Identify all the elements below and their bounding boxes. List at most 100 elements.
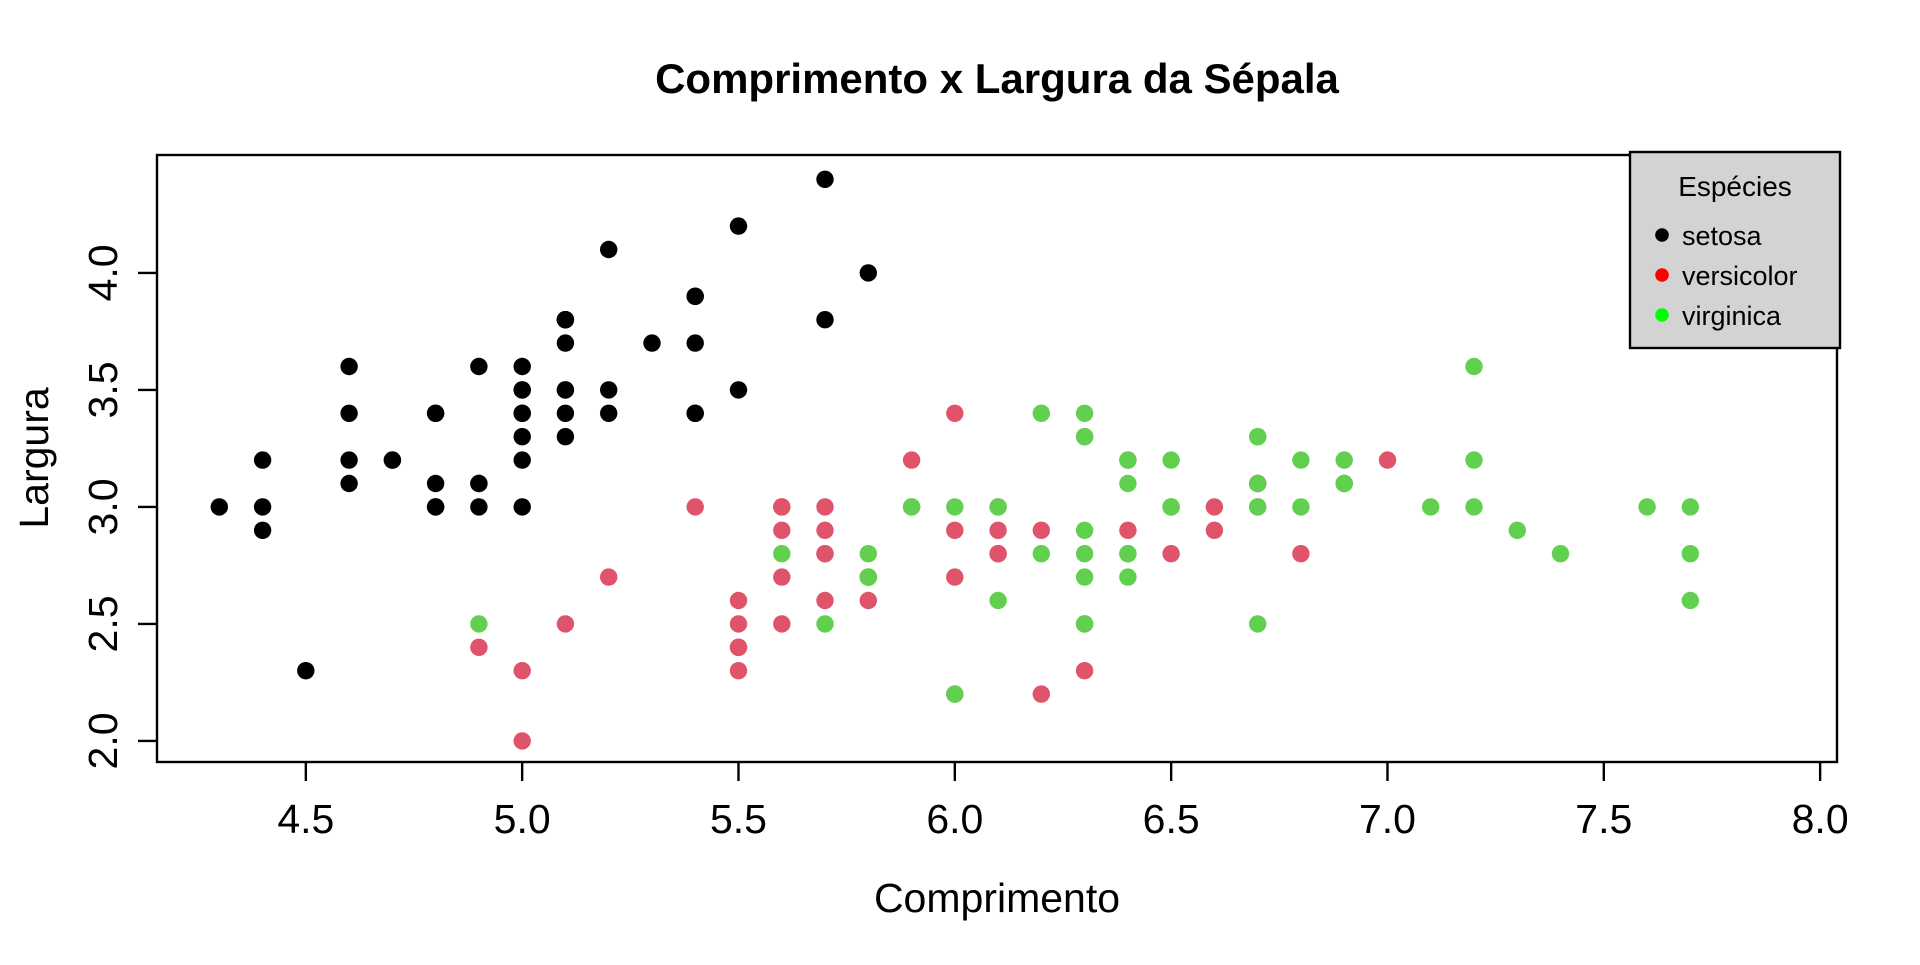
data-point-virginica bbox=[1465, 451, 1483, 469]
data-point-setosa bbox=[383, 451, 402, 469]
data-point-versicolor bbox=[946, 521, 964, 539]
data-point-virginica bbox=[1162, 451, 1180, 469]
data-point-setosa bbox=[643, 334, 661, 352]
plot-border bbox=[155, 153, 1839, 764]
y-tick-label: 3.5 bbox=[80, 361, 126, 418]
data-point-setosa bbox=[513, 451, 531, 469]
data-point-versicolor bbox=[946, 568, 964, 586]
data-point-virginica bbox=[1075, 545, 1094, 563]
data-point-setosa bbox=[729, 217, 748, 235]
data-point-virginica bbox=[1422, 498, 1440, 516]
data-point-setosa bbox=[513, 428, 531, 446]
data-point-versicolor bbox=[686, 498, 704, 516]
y-tick-label: 3.0 bbox=[80, 478, 126, 535]
y-tick-label: 2.5 bbox=[80, 595, 126, 652]
data-point-setosa bbox=[859, 264, 877, 282]
data-point-versicolor bbox=[989, 545, 1007, 563]
data-point-virginica bbox=[1249, 615, 1267, 633]
data-points-layer bbox=[210, 170, 1786, 750]
data-point-versicolor bbox=[1378, 451, 1397, 469]
y-axis-title: Largura bbox=[11, 387, 57, 529]
data-point-virginica bbox=[1075, 568, 1094, 586]
data-point-setosa bbox=[253, 451, 272, 469]
data-point-virginica bbox=[1249, 474, 1267, 493]
data-point-versicolor bbox=[816, 545, 834, 563]
data-point-setosa bbox=[470, 474, 488, 493]
data-point-versicolor bbox=[773, 615, 791, 633]
data-point-virginica bbox=[989, 498, 1007, 516]
legend-swatch-versicolor bbox=[1655, 268, 1669, 282]
data-point-versicolor bbox=[773, 498, 791, 516]
data-point-versicolor bbox=[773, 521, 791, 539]
data-point-versicolor bbox=[946, 404, 964, 422]
legend-swatch-setosa bbox=[1655, 228, 1669, 242]
data-point-versicolor bbox=[556, 615, 575, 633]
data-point-virginica bbox=[1292, 451, 1310, 469]
data-point-setosa bbox=[556, 311, 575, 329]
data-point-versicolor bbox=[1292, 545, 1310, 563]
data-point-versicolor bbox=[989, 521, 1007, 539]
data-point-virginica bbox=[1465, 357, 1483, 376]
data-point-virginica bbox=[946, 685, 964, 703]
data-point-setosa bbox=[513, 381, 531, 399]
x-tick-label: 8.0 bbox=[1792, 796, 1849, 842]
data-point-virginica bbox=[1508, 521, 1527, 539]
data-point-setosa bbox=[556, 428, 575, 446]
data-point-setosa bbox=[600, 381, 618, 399]
data-point-setosa bbox=[253, 521, 272, 539]
data-point-versicolor bbox=[1162, 545, 1180, 563]
data-point-virginica bbox=[1119, 568, 1137, 586]
data-point-virginica bbox=[859, 568, 877, 586]
data-point-setosa bbox=[600, 404, 618, 422]
data-point-virginica bbox=[1335, 474, 1353, 493]
data-point-virginica bbox=[816, 615, 834, 633]
data-point-versicolor bbox=[816, 591, 834, 610]
data-point-setosa bbox=[340, 357, 358, 376]
chart-title: Comprimento x Largura da Sépala bbox=[655, 55, 1339, 102]
x-tick-label: 6.5 bbox=[1143, 796, 1200, 842]
data-point-virginica bbox=[1075, 428, 1094, 446]
data-point-versicolor bbox=[1032, 685, 1051, 703]
y-tick-label: 4.0 bbox=[80, 244, 126, 301]
legend-swatch-virginica bbox=[1655, 308, 1669, 322]
data-point-virginica bbox=[1075, 521, 1094, 539]
data-point-setosa bbox=[686, 287, 704, 305]
legend-items: setosa versicolor virginica bbox=[1655, 221, 1798, 331]
data-point-setosa bbox=[470, 498, 488, 516]
data-point-virginica bbox=[1162, 498, 1180, 516]
x-tick-label: 6.0 bbox=[926, 796, 983, 842]
data-point-virginica bbox=[1249, 428, 1267, 446]
x-tick-label: 5.0 bbox=[494, 796, 551, 842]
data-point-versicolor bbox=[729, 662, 748, 680]
data-point-virginica bbox=[1551, 545, 1570, 563]
data-point-setosa bbox=[513, 357, 531, 376]
data-point-setosa bbox=[513, 404, 531, 422]
legend-title: Espécies bbox=[1678, 171, 1792, 202]
data-point-setosa bbox=[297, 662, 315, 680]
data-point-virginica bbox=[1638, 498, 1656, 516]
data-point-versicolor bbox=[1205, 498, 1224, 516]
data-point-setosa bbox=[686, 334, 704, 352]
x-tick-label: 7.0 bbox=[1359, 796, 1416, 842]
data-point-virginica bbox=[989, 591, 1007, 610]
y-tick-label: 2.0 bbox=[80, 712, 126, 769]
data-point-virginica bbox=[1075, 615, 1094, 633]
data-point-virginica bbox=[1119, 451, 1137, 469]
legend-label-setosa: setosa bbox=[1682, 221, 1763, 251]
data-point-versicolor bbox=[773, 568, 791, 586]
data-point-virginica bbox=[1465, 498, 1483, 516]
data-point-versicolor bbox=[816, 521, 834, 539]
data-point-versicolor bbox=[816, 498, 834, 516]
data-point-virginica bbox=[470, 615, 488, 633]
data-point-setosa bbox=[210, 498, 228, 516]
data-point-versicolor bbox=[729, 615, 748, 633]
data-point-virginica bbox=[1075, 404, 1094, 422]
data-point-setosa bbox=[729, 381, 748, 399]
data-point-setosa bbox=[426, 474, 445, 493]
data-point-virginica bbox=[946, 498, 964, 516]
data-point-versicolor bbox=[513, 662, 531, 680]
data-point-virginica bbox=[902, 498, 921, 516]
data-point-virginica bbox=[1681, 498, 1700, 516]
x-tick-label: 4.5 bbox=[277, 796, 334, 842]
